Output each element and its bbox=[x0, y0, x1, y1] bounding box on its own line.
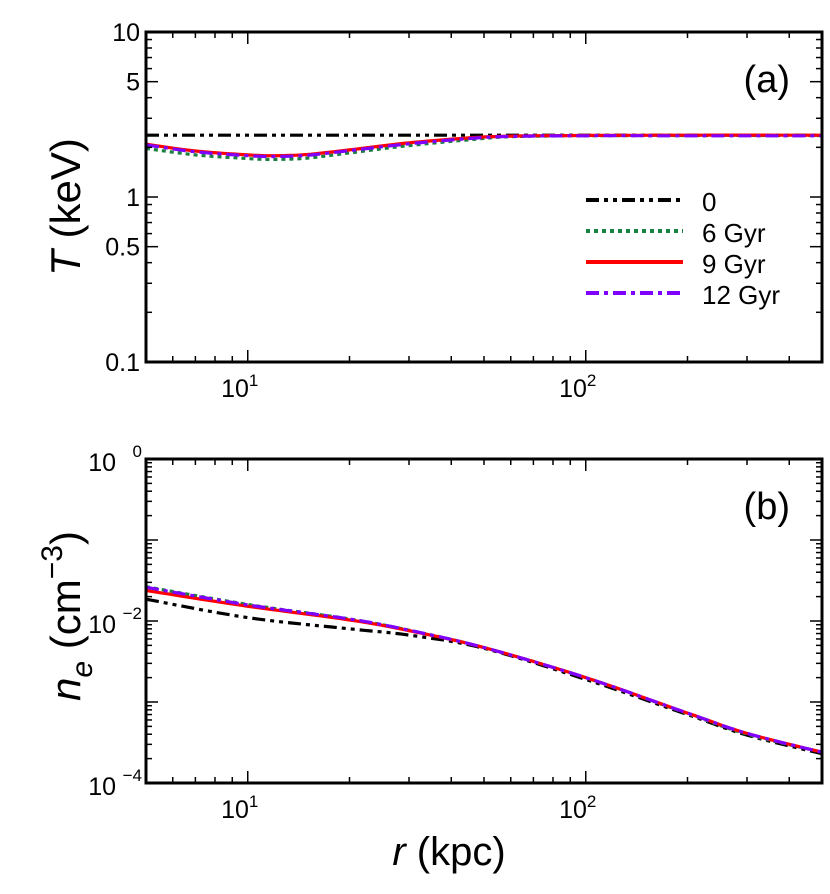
x-tick-base: 10 bbox=[221, 375, 249, 403]
plot-frame bbox=[144, 457, 824, 785]
y-tick-label: 1 bbox=[126, 184, 140, 212]
legend-label: 6 Gyr bbox=[702, 218, 766, 248]
x-tick-exp: 2 bbox=[587, 371, 596, 390]
series-line-12-gyr bbox=[146, 585, 822, 754]
y-tick-label: 10 bbox=[88, 611, 116, 639]
x-tick-base: 10 bbox=[559, 375, 587, 403]
y-tick-exp: −2 bbox=[123, 604, 142, 623]
y-tick-exp: −4 bbox=[123, 766, 142, 785]
panel-label: (a) bbox=[744, 59, 790, 101]
series-line-0 bbox=[146, 597, 822, 756]
y-tick-label: 10 bbox=[112, 19, 140, 47]
y-label-unit-exp: −3 bbox=[36, 545, 69, 579]
y-axis-label: T (keV) bbox=[42, 138, 89, 276]
series-line-9-gyr bbox=[146, 588, 822, 754]
x-axis-label: r (kpc) bbox=[392, 830, 505, 874]
x-tick-label: 102 bbox=[559, 371, 596, 403]
y-label-subscript: e bbox=[66, 661, 99, 678]
y-tick-base: 10 bbox=[88, 773, 116, 801]
x-tick-exp: 2 bbox=[587, 792, 596, 811]
y-label-unit: (cm bbox=[42, 579, 89, 661]
y-label-unit-close: ) bbox=[42, 531, 89, 545]
y-label-unit: (keV) bbox=[42, 138, 89, 250]
y-label-symbol: n bbox=[42, 678, 89, 701]
y-tick-exp: 0 bbox=[133, 442, 142, 461]
x-label-symbol: r bbox=[392, 830, 407, 874]
y-tick-label: 10 bbox=[88, 449, 116, 477]
y-tick-label: 5 bbox=[126, 69, 140, 97]
y-tick-base: 10 bbox=[88, 449, 116, 477]
x-tick-base: 10 bbox=[559, 796, 587, 824]
series-line-6-gyr bbox=[146, 585, 822, 754]
x-label-unit: (kpc) bbox=[406, 830, 506, 874]
y-tick-label: 0.1 bbox=[105, 349, 140, 377]
y-axis-label: ne (cm−3) bbox=[36, 531, 99, 701]
x-tick-label: 101 bbox=[221, 371, 258, 403]
series-line-9-gyr bbox=[146, 133, 822, 158]
panel-label: (b) bbox=[744, 486, 790, 528]
y-tick-base: 10 bbox=[88, 611, 116, 639]
x-tick-label: 101 bbox=[221, 792, 258, 824]
y-tick-label: 0.5 bbox=[105, 234, 140, 262]
y-tick-label: 10 bbox=[88, 773, 116, 801]
y-label-symbol: T bbox=[42, 247, 89, 276]
x-tick-exp: 1 bbox=[249, 792, 258, 811]
legend-label: 0 bbox=[702, 187, 716, 217]
legend-label: 12 Gyr bbox=[702, 280, 780, 310]
x-tick-base: 10 bbox=[221, 796, 249, 824]
x-tick-exp: 1 bbox=[249, 371, 258, 390]
x-tick-label: 102 bbox=[559, 792, 596, 824]
plot-frame bbox=[144, 30, 824, 364]
legend-label: 9 Gyr bbox=[702, 249, 766, 279]
